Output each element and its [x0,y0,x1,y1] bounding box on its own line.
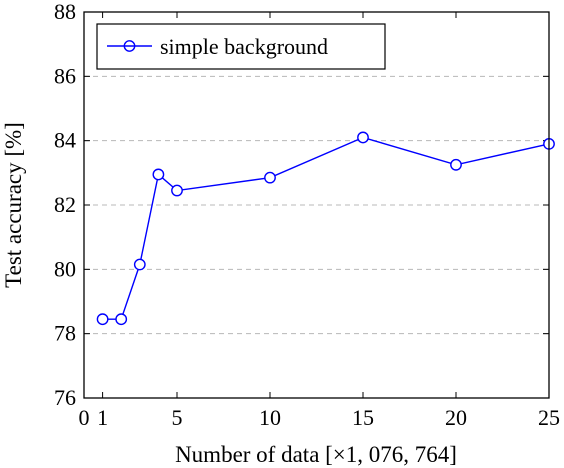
legend-marker-sample [123,40,136,52]
data-point [133,258,146,271]
x-tick-label: 25 [538,405,560,430]
grid-lines [84,75,549,335]
y-tick-label: 86 [54,63,76,88]
x-axis-label: Number of data [×1, 076, 764] [175,442,457,467]
y-axis-label: Test accuracy [%] [1,122,26,288]
data-point [115,313,128,326]
data-point [171,184,183,197]
series-layer [96,131,555,326]
x-tick-label: 20 [445,405,467,430]
data-point [264,171,276,184]
x-tick-label: 5 [172,405,183,430]
y-tick-label: 82 [54,192,76,217]
x-tick-label: 10 [259,405,281,430]
legend-label: simple background [160,34,328,59]
y-tick-label: 88 [54,0,76,24]
axis-ticks [83,11,550,399]
data-point [450,158,462,171]
y-tick-label: 76 [54,385,76,410]
plot-frame [83,11,550,399]
legend: simple background [96,23,386,70]
data-point [152,168,165,181]
x-tick-label: 15 [352,405,374,430]
x-tick-label: 1 [97,405,108,430]
data-point [96,313,109,326]
y-tick-label: 80 [54,256,76,281]
x-tick-label: 0 [79,405,90,430]
y-tick-label: 84 [54,128,76,153]
y-tick-label: 78 [54,321,76,346]
data-point [357,131,369,144]
series-line [102,136,550,320]
